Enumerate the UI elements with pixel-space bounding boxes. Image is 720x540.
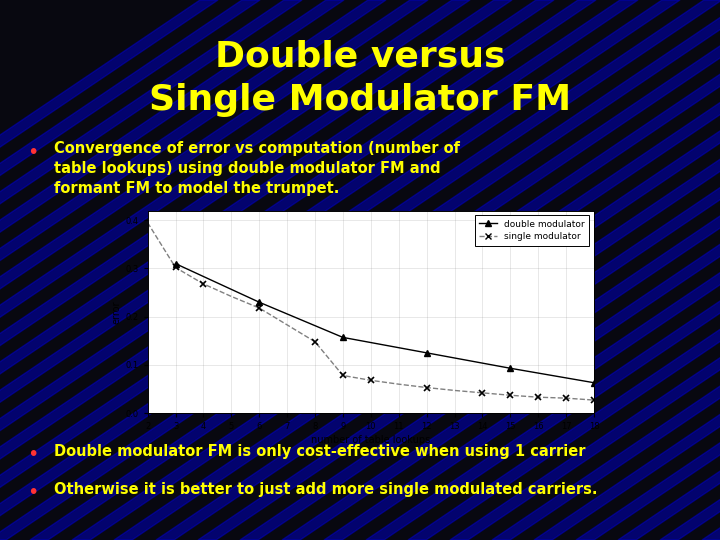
Polygon shape [0, 0, 554, 540]
Polygon shape [366, 0, 720, 540]
Polygon shape [0, 0, 386, 540]
Polygon shape [114, 0, 720, 540]
Polygon shape [0, 0, 218, 540]
Polygon shape [0, 0, 302, 540]
Polygon shape [156, 0, 720, 540]
Y-axis label: error: error [111, 300, 121, 323]
Text: Single Modulator FM: Single Modulator FM [149, 83, 571, 117]
Polygon shape [0, 0, 638, 540]
Polygon shape [198, 0, 720, 540]
Polygon shape [0, 0, 470, 540]
Polygon shape [0, 0, 428, 540]
Polygon shape [324, 0, 720, 540]
Polygon shape [0, 0, 344, 540]
Polygon shape [450, 0, 720, 540]
Polygon shape [534, 0, 720, 540]
Text: •: • [27, 143, 38, 162]
Text: Otherwise it is better to just add more single modulated carriers.: Otherwise it is better to just add more … [54, 482, 598, 497]
Polygon shape [0, 0, 260, 540]
Polygon shape [660, 0, 720, 540]
Text: •: • [27, 483, 38, 502]
Polygon shape [618, 0, 720, 540]
Polygon shape [408, 0, 720, 540]
Polygon shape [0, 0, 596, 540]
Polygon shape [30, 0, 720, 540]
Polygon shape [576, 0, 720, 540]
Text: Double modulator FM is only cost-effective when using 1 carrier: Double modulator FM is only cost-effecti… [54, 444, 585, 459]
X-axis label: number of table lookups: number of table lookups [311, 435, 431, 445]
Text: Double versus: Double versus [215, 40, 505, 73]
Polygon shape [240, 0, 720, 540]
Polygon shape [0, 0, 680, 540]
Text: Convergence of error vs computation (number of
table lookups) using double modul: Convergence of error vs computation (num… [54, 141, 460, 196]
Legend: double modulator, single modulator: double modulator, single modulator [474, 215, 590, 246]
Polygon shape [72, 0, 720, 540]
Polygon shape [0, 0, 512, 540]
Polygon shape [282, 0, 720, 540]
Polygon shape [702, 0, 720, 540]
Text: •: • [27, 446, 38, 464]
Polygon shape [492, 0, 720, 540]
